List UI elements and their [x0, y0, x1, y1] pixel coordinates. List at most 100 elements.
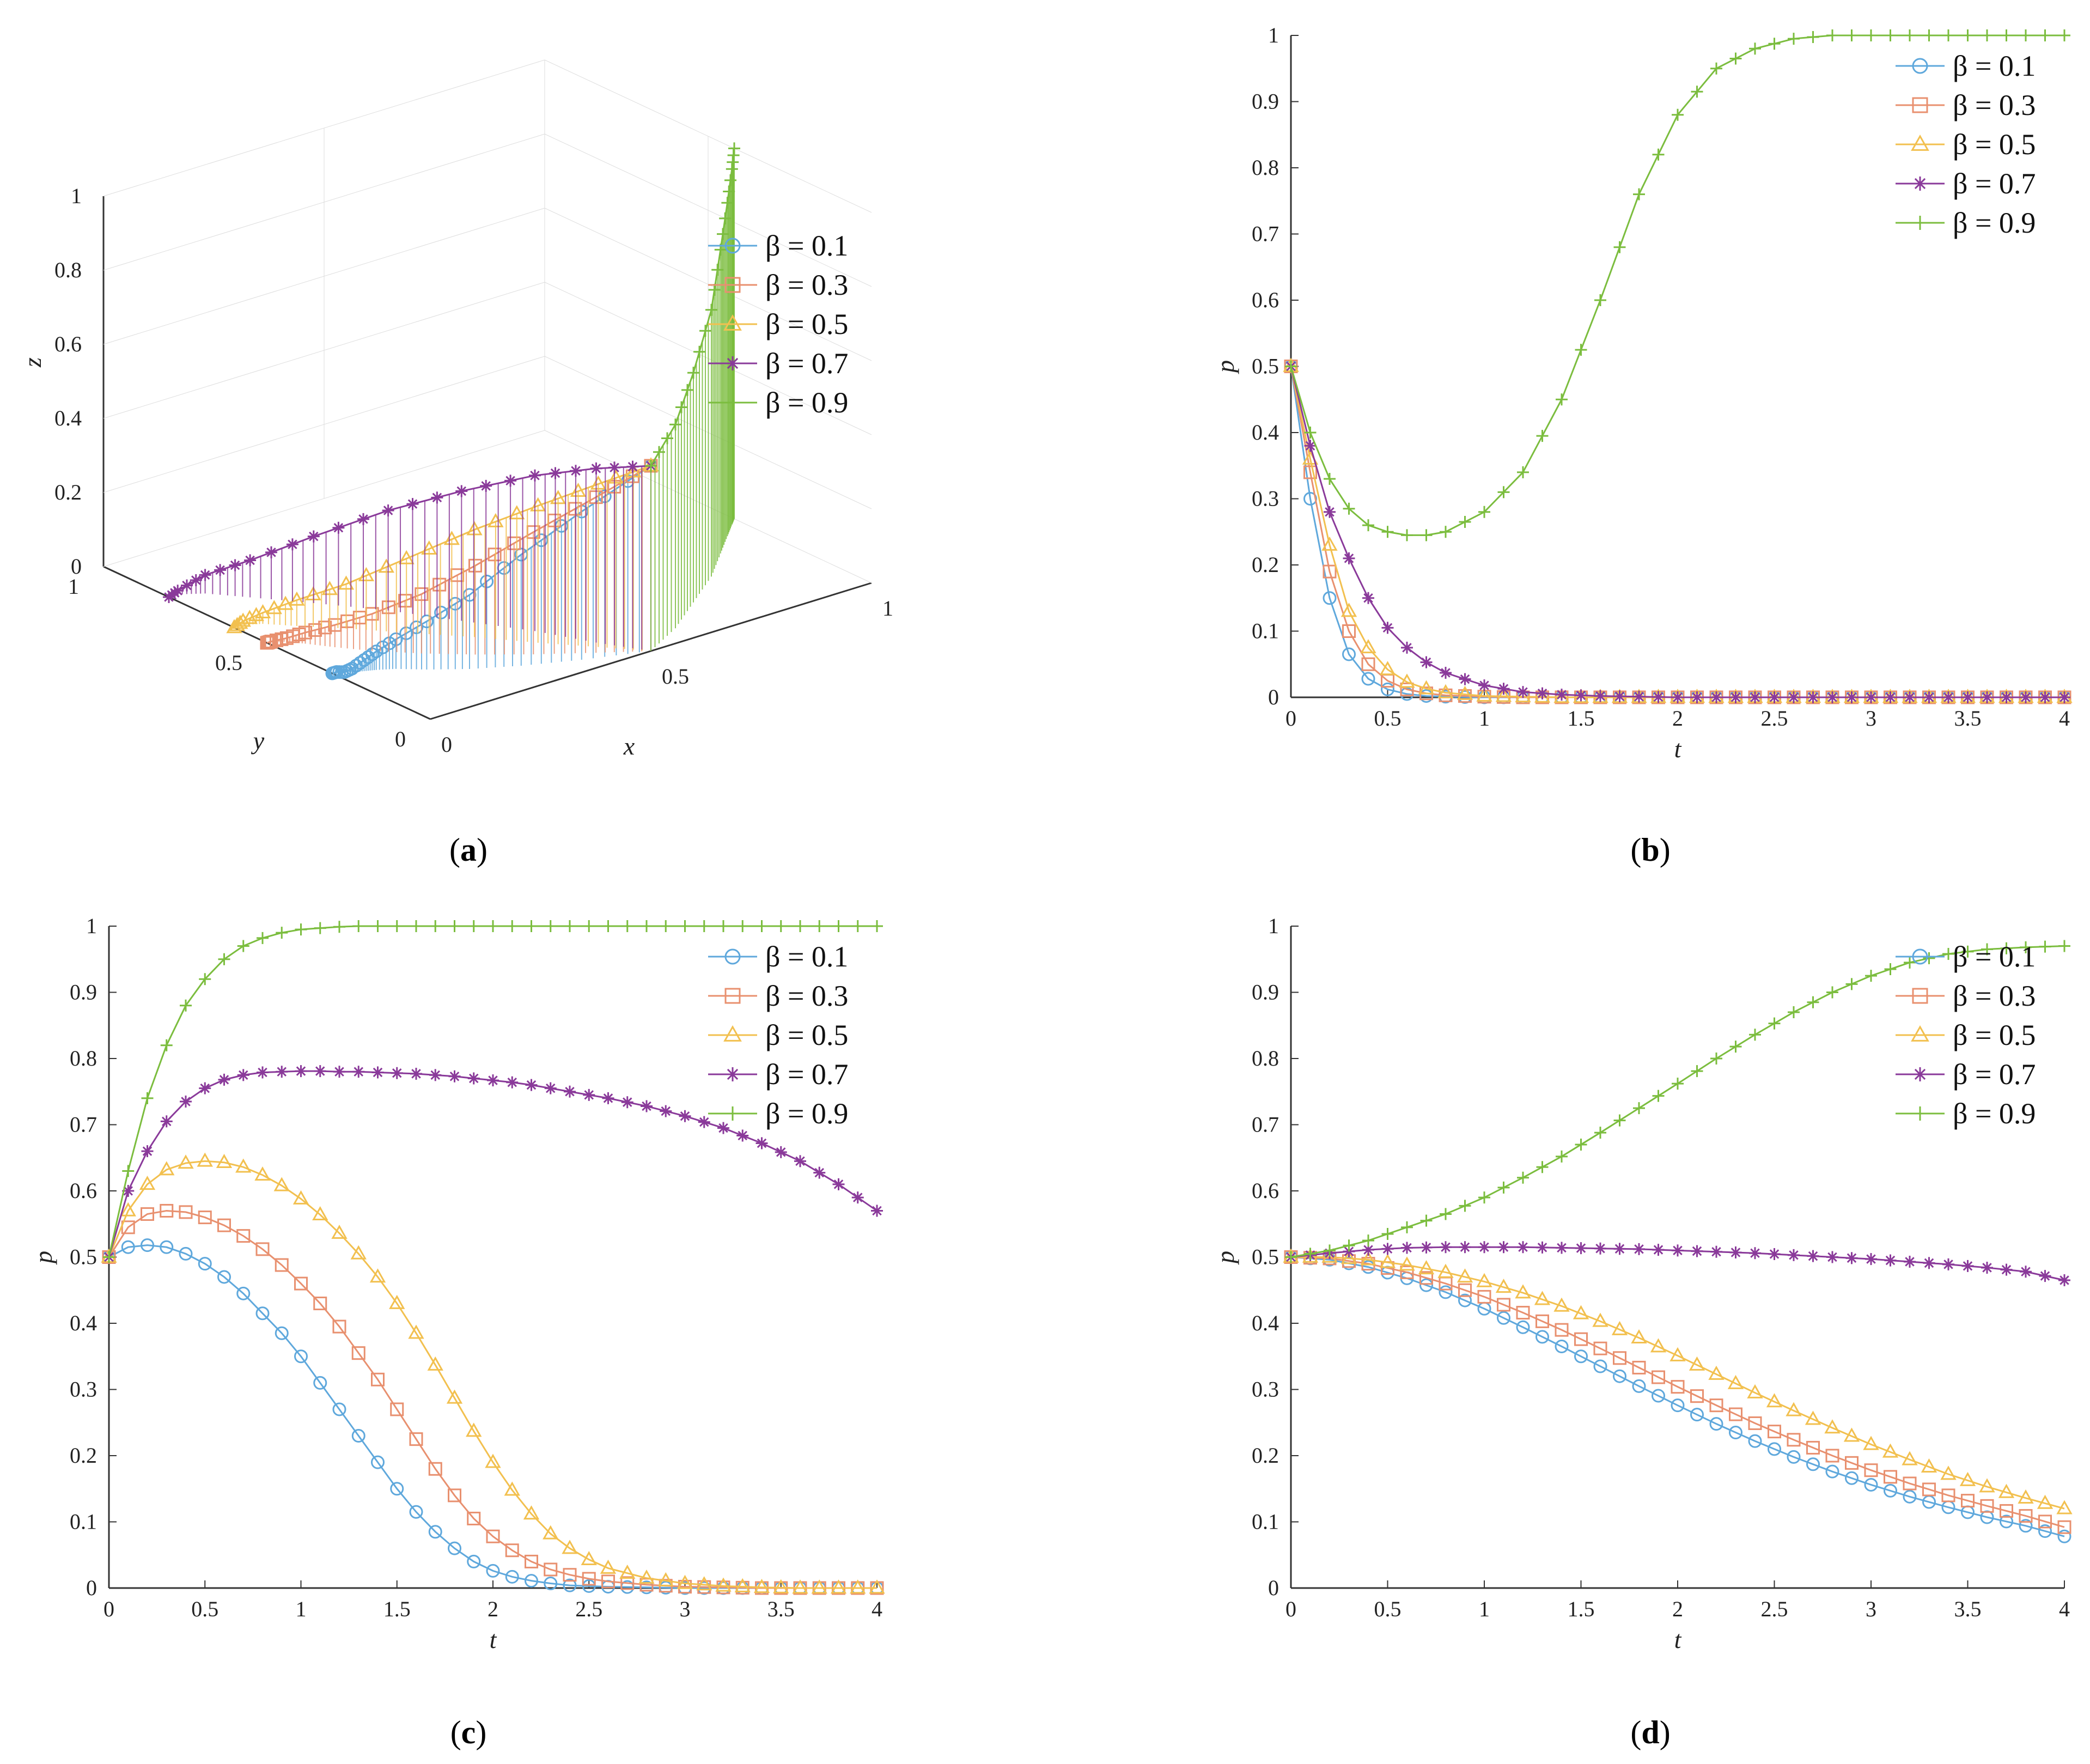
data-point	[2038, 1524, 2052, 1538]
x-tick-label: 1	[1479, 1597, 1490, 1621]
data-point	[1631, 1329, 1647, 1344]
data-point	[2058, 940, 2070, 952]
x-tick-label: 2	[1672, 1597, 1683, 1621]
data-point	[687, 367, 699, 379]
data-point	[590, 462, 602, 475]
data-point	[141, 1092, 154, 1104]
data-point	[544, 1562, 558, 1577]
data-point	[1672, 691, 1684, 703]
data-point	[1959, 1471, 1976, 1486]
panel-b-line-plot: 0 0.5 1 1.5 2 2.5 3 3.5 4 0 0.1 0.2 0.3 0.4 0.5 0.6 0.7 0…	[1211, 23, 2073, 763]
data-point	[235, 612, 251, 627]
data-point	[1864, 1477, 1878, 1492]
data-point	[711, 264, 724, 276]
data-point	[1864, 1463, 1878, 1477]
data-point	[313, 1297, 327, 1311]
data-point	[1980, 1499, 1994, 1513]
data-point	[218, 953, 230, 965]
data-point	[2020, 941, 2032, 953]
data-point	[1961, 29, 1974, 41]
data-point	[1652, 1389, 1665, 1403]
y-tick-label: 1	[68, 574, 79, 599]
y-tick-label: 0.9	[1252, 89, 1279, 114]
data-point	[563, 1568, 577, 1582]
data-point	[1401, 1242, 1413, 1254]
data-point	[1766, 1393, 1783, 1408]
data-point	[1515, 1284, 1531, 1299]
data-point	[467, 1072, 480, 1085]
data-point	[2000, 1504, 2013, 1518]
data-point	[1904, 1256, 1916, 1268]
data-point	[1516, 1320, 1530, 1334]
data-point	[1806, 1457, 1820, 1471]
data-point	[1324, 1244, 1336, 1257]
data-point	[505, 1570, 519, 1584]
data-point	[415, 587, 429, 601]
data-point	[1961, 1260, 1974, 1272]
data-point	[2018, 1489, 2034, 1504]
data-point	[2039, 1270, 2051, 1282]
data-point	[1459, 1200, 1471, 1212]
data-point	[721, 197, 734, 209]
data-point	[294, 1349, 308, 1364]
data-point	[1459, 516, 1471, 528]
data-point	[390, 1482, 404, 1496]
data-point	[232, 615, 248, 629]
legend-marker	[1912, 97, 1928, 113]
data-point	[590, 475, 607, 490]
data-point	[607, 469, 624, 484]
legend-marker	[726, 1106, 740, 1121]
data-point	[1788, 1006, 1800, 1018]
x-tick-label: 0.5	[1374, 1597, 1402, 1621]
data-point	[141, 1207, 154, 1221]
data-point	[448, 1541, 461, 1555]
y-tick-label: 0.6	[1252, 288, 1279, 312]
data-point	[1439, 1285, 1453, 1299]
series-beta-0.3	[102, 1203, 884, 1595]
series-beta-0.9	[103, 920, 883, 1263]
data-point	[1863, 1435, 1879, 1450]
data-point	[378, 558, 394, 573]
data-point	[1768, 691, 1781, 703]
data-point	[755, 1137, 768, 1149]
y-tick-label: 1	[1268, 23, 1279, 47]
data-point	[338, 575, 355, 590]
series-line	[108, 1160, 877, 1589]
legend-label: β = 0.7	[1953, 167, 2036, 200]
legend-marker	[1913, 1106, 1927, 1121]
data-point	[525, 1079, 538, 1091]
data-point	[273, 1177, 290, 1191]
data-point	[1440, 667, 1452, 679]
data-point	[160, 1203, 174, 1218]
x-tick-label: 3	[680, 1597, 691, 1621]
data-point	[1904, 956, 1916, 969]
data-point	[1478, 679, 1490, 692]
x-axis-label: t	[490, 1626, 497, 1653]
data-point	[1613, 690, 1626, 703]
data-point	[2000, 1263, 2013, 1276]
data-point	[427, 1356, 443, 1371]
y-tick-label: 0	[395, 727, 406, 751]
x-tick-label: 0.5	[191, 1597, 218, 1621]
data-point	[1556, 689, 1568, 701]
data-point	[570, 465, 582, 477]
series-beta-0.5	[101, 1152, 885, 1594]
data-point	[1672, 1078, 1684, 1090]
data-point	[1787, 1433, 1801, 1447]
data-point	[1904, 691, 1916, 703]
data-point	[120, 1202, 136, 1216]
data-point	[333, 1066, 345, 1078]
data-point	[1556, 393, 1568, 406]
data-point	[371, 1372, 385, 1386]
y-tick-label: 0.5	[215, 650, 242, 675]
data-point	[1903, 1476, 1917, 1491]
legend-label: β = 0.7	[1953, 1058, 2036, 1091]
series-line	[108, 925, 877, 1257]
x-tick-label: 0.5	[1374, 706, 1402, 731]
data-point	[507, 536, 521, 550]
data-point	[1379, 661, 1396, 676]
data-point	[352, 920, 365, 932]
data-point	[620, 1576, 635, 1590]
legend-marker	[1912, 948, 1928, 965]
